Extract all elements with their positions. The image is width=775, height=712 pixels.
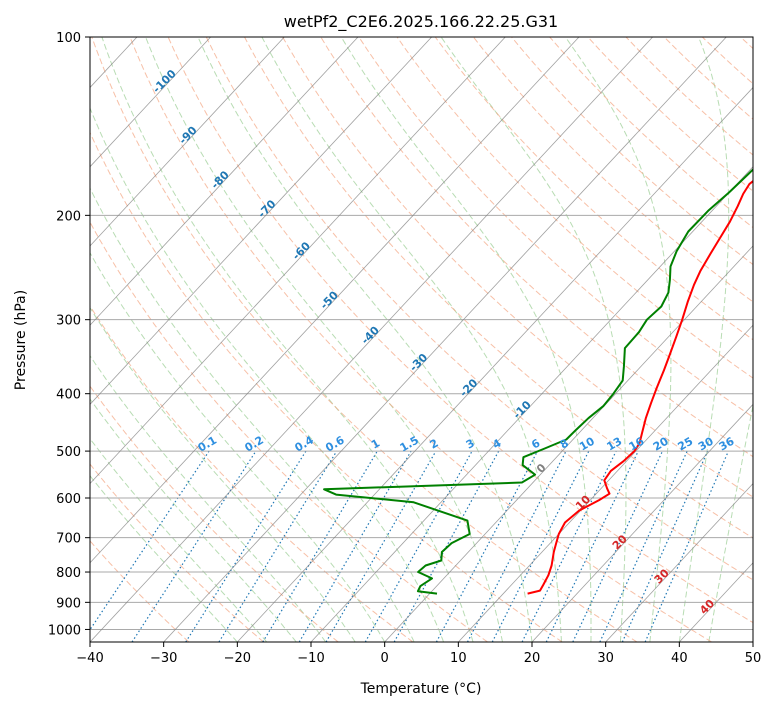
x-axis-label: Temperature (°C): [360, 681, 482, 697]
y-tick-label: 800: [56, 566, 81, 581]
x-tick-label: −20: [224, 651, 251, 666]
y-tick-label: 200: [56, 209, 81, 224]
x-tick-label: 40: [671, 651, 688, 666]
x-tick-label: −10: [297, 651, 324, 666]
x-tick-label: 10: [450, 651, 467, 666]
y-tick-label: 700: [56, 532, 81, 547]
chart-title: wetPf2_C2E6.2025.166.22.25.G31: [284, 12, 558, 32]
y-tick-label: 400: [56, 388, 81, 403]
x-tick-label: −30: [150, 651, 177, 666]
y-tick-label: 100: [56, 31, 81, 46]
y-tick-label: 300: [56, 314, 81, 329]
y-tick-label: 500: [56, 445, 81, 460]
y-tick-label: 600: [56, 492, 81, 507]
y-tick-label: 900: [56, 596, 81, 611]
x-tick-label: −40: [76, 651, 103, 666]
x-tick-label: 0: [381, 651, 389, 666]
x-tick-label: 50: [745, 651, 762, 666]
y-tick-label: 1000: [48, 623, 81, 638]
y-axis-label: Pressure (hPa): [13, 290, 29, 390]
x-tick-label: 20: [524, 651, 541, 666]
x-tick-label: 30: [597, 651, 614, 666]
